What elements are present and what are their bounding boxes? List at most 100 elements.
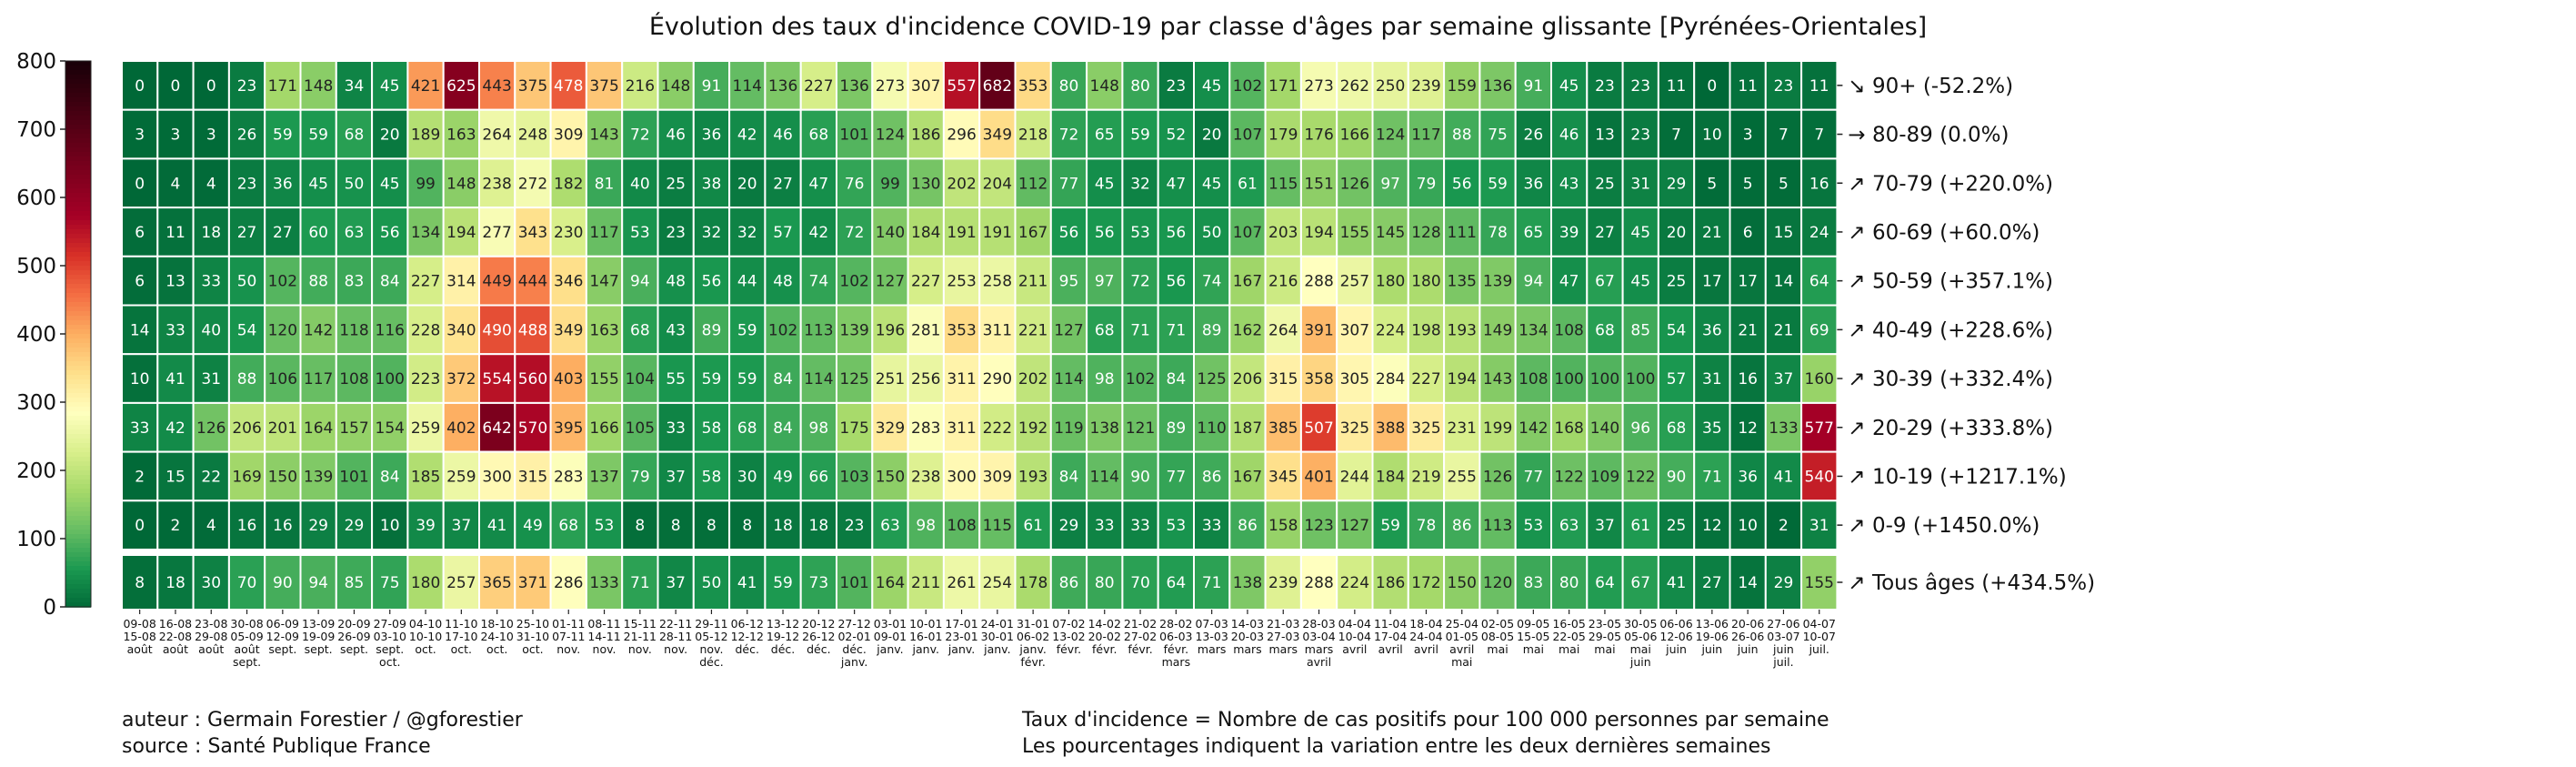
- heatmap-cell-value: 375: [589, 77, 618, 96]
- heatmap-cell-value: 311: [947, 419, 976, 438]
- heatmap-cell: [1443, 255, 1481, 307]
- heatmap-cell-value: 56: [1452, 175, 1472, 193]
- heatmap-cell-value: 100: [1626, 370, 1655, 389]
- heatmap-cell: [406, 304, 445, 356]
- colorbar-band: [65, 207, 91, 212]
- heatmap-cell: [335, 500, 374, 550]
- heatmap-cell-value: 21: [1774, 321, 1794, 339]
- colorbar-band: [65, 102, 91, 107]
- heatmap-cell-value: 68: [737, 419, 757, 438]
- heatmap-cell-value: 259: [446, 468, 476, 486]
- heatmap-cell: [1586, 255, 1624, 307]
- heatmap-cell-value: 72: [1130, 273, 1150, 291]
- heatmap-cell: [1299, 353, 1338, 404]
- x-tick-label: 27-02: [1124, 630, 1157, 643]
- heatmap-cell: [657, 304, 695, 356]
- heatmap-cell: [371, 500, 409, 550]
- heatmap-cell: [1586, 401, 1624, 453]
- heatmap-cell-value: 443: [482, 77, 511, 96]
- heatmap-cell-value: 81: [595, 175, 615, 193]
- total-cell-value: 41: [1667, 574, 1687, 592]
- heatmap-cell: [1157, 157, 1195, 209]
- heatmap-cell-value: 2: [1779, 517, 1789, 535]
- heatmap-cell-value: 325: [1340, 419, 1369, 438]
- heatmap-cell: [156, 255, 195, 307]
- heatmap-cell-value: 106: [268, 370, 297, 389]
- heatmap-cell-value: 142: [304, 321, 333, 339]
- total-cell-value: 75: [380, 574, 400, 592]
- heatmap-cell: [1800, 401, 1839, 453]
- heatmap-cell: [264, 401, 302, 453]
- footer-source: source : Santé Publique France: [122, 735, 431, 758]
- total-cell-value: 27: [1702, 574, 1722, 592]
- row-label: → 80-89 (0.0%): [1848, 124, 2009, 147]
- heatmap-cell-value: 168: [1554, 419, 1583, 438]
- heatmap-cell: [978, 60, 1017, 111]
- heatmap-cell: [1193, 450, 1231, 502]
- x-tick-label: juin: [1700, 642, 1722, 656]
- heatmap-cell-value: 56: [1167, 273, 1187, 291]
- heatmap-cell: [192, 353, 230, 404]
- heatmap-cell-value: 90: [1130, 468, 1150, 486]
- x-tick-label: sept.: [376, 642, 404, 656]
- heatmap-cell-value: 71: [1167, 321, 1187, 339]
- heatmap-cell: [192, 500, 230, 550]
- colorbar-band: [65, 79, 91, 85]
- heatmap-cell: [692, 157, 731, 209]
- heatmap-cell-value: 69: [1809, 321, 1829, 339]
- heatmap-cell: [1336, 500, 1374, 550]
- heatmap-cell-value: 47: [1167, 175, 1187, 193]
- heatmap-cell: [1729, 304, 1767, 356]
- colorbar-band: [65, 175, 91, 180]
- heatmap-cell-value: 114: [1090, 468, 1119, 486]
- heatmap-cell-value: 449: [482, 273, 511, 291]
- heatmap-cell: [1729, 353, 1767, 404]
- heatmap-cell-value: 41: [487, 517, 507, 535]
- total-cell: [1157, 554, 1195, 611]
- heatmap-cell-value: 59: [737, 321, 757, 339]
- heatmap-cell: [1086, 500, 1124, 550]
- x-tick-label: nov.: [699, 642, 723, 656]
- heatmap-cell-value: 309: [983, 468, 1012, 486]
- heatmap-cell-value: 164: [304, 419, 333, 438]
- heatmap-cell-value: 59: [308, 126, 328, 145]
- heatmap-cell-value: 162: [1233, 321, 1262, 339]
- heatmap-cell-value: 46: [773, 126, 793, 145]
- heatmap-cell-value: 41: [1774, 468, 1794, 486]
- total-cell: [907, 554, 945, 611]
- heatmap-cell: [406, 108, 445, 160]
- colorbar-band: [65, 407, 91, 412]
- heatmap-cell: [1586, 304, 1624, 356]
- colorbar-band: [65, 325, 91, 330]
- heatmap-cell-value: 77: [1059, 175, 1079, 193]
- heatmap-cell: [1621, 207, 1659, 257]
- heatmap-cell-value: 273: [1304, 77, 1333, 96]
- total-cell-value: 29: [1774, 574, 1794, 592]
- x-tick-label: 22-05: [1552, 630, 1585, 643]
- heatmap-cell-value: 59: [1488, 175, 1508, 193]
- heatmap-cell-value: 61: [1630, 517, 1650, 535]
- heatmap-cell: [299, 353, 337, 404]
- heatmap-cell-value: 27: [773, 175, 793, 193]
- heatmap-cell: [657, 60, 695, 111]
- colorbar-band: [65, 184, 91, 189]
- heatmap-cell: [156, 353, 195, 404]
- heatmap-cell-value: 11: [165, 224, 185, 242]
- x-tick-label: 15-11: [624, 617, 657, 631]
- heatmap-cell-value: 23: [1774, 77, 1794, 96]
- x-tick-label: févr.: [1164, 642, 1188, 656]
- heatmap-cell: [978, 255, 1017, 307]
- heatmap-cell-value: 239: [1411, 77, 1440, 96]
- total-cell: [728, 554, 767, 611]
- heatmap-cell-value: 80: [1130, 77, 1150, 96]
- x-tick-label: 25-10: [516, 617, 549, 631]
- heatmap-cell-value: 57: [1667, 370, 1687, 389]
- heatmap-cell-value: 0: [135, 517, 145, 535]
- heatmap-cell-value: 196: [876, 321, 905, 339]
- colorbar-band: [65, 548, 91, 553]
- heatmap-cell-value: 148: [446, 175, 476, 193]
- row-label: ↗ 60-69 (+60.0%): [1848, 221, 2040, 245]
- heatmap-cell-value: 89: [1202, 321, 1222, 339]
- total-cell: [942, 554, 981, 611]
- heatmap-cell-value: 227: [911, 273, 940, 291]
